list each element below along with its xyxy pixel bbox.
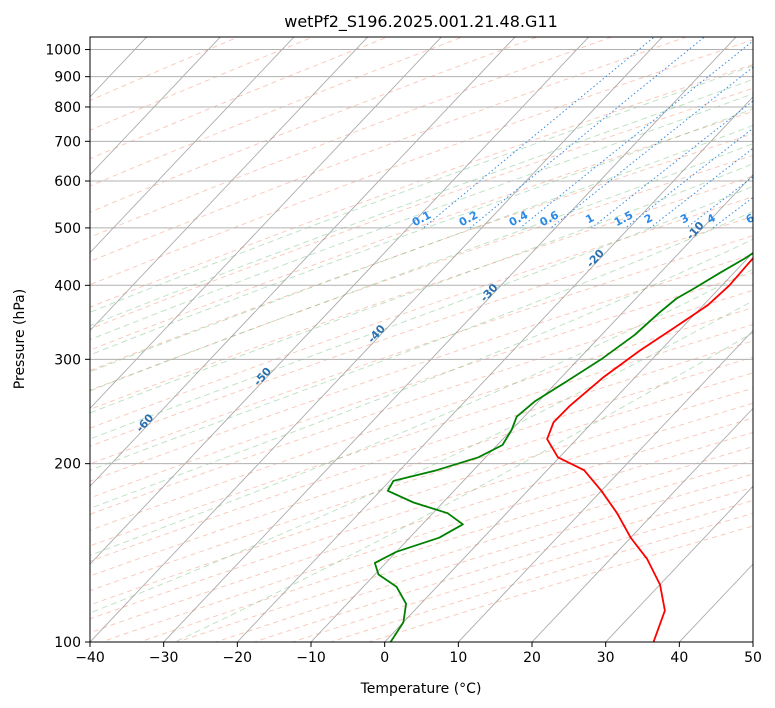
y-tick-label: 700: [54, 134, 81, 150]
mixing-ratio-line: [550, 66, 753, 229]
x-tick-label: −30: [149, 650, 179, 666]
mixing-ratio-line: [591, 100, 753, 229]
y-tick-label: 300: [54, 352, 81, 368]
isotherm-line: [236, 96, 753, 642]
dry-adiabat-line: [328, 512, 753, 642]
dry-adiabat-line: [90, 356, 753, 577]
isotherm-line: [384, 251, 753, 642]
thermo-background-lines: [90, 37, 753, 642]
mixing-ratio-label: 6: [744, 211, 757, 226]
y-tick-label: 800: [54, 100, 81, 116]
profile-series: [373, 251, 753, 642]
x-tick-label: −10: [296, 650, 326, 666]
y-tick-label: 900: [54, 70, 81, 86]
dry-adiabat-line: [90, 387, 753, 606]
isotherm-line: [531, 407, 753, 642]
y-tick-label: 600: [54, 174, 81, 190]
dry-adiabat-line: [90, 272, 753, 499]
dry-adiabat-line: [90, 402, 753, 620]
isotherm-line: [605, 485, 753, 642]
moist-adiabat-line: [90, 185, 753, 440]
dry-adiabat-line: [90, 37, 614, 238]
x-tick-label: 40: [670, 650, 688, 666]
mixing-ratio-line: [685, 176, 753, 229]
dry-adiabat-line: [367, 525, 753, 642]
isotherm-line: [90, 37, 369, 332]
x-axis-label: Temperature (°C): [360, 681, 482, 697]
isotherm-line: [90, 37, 516, 487]
x-axis-ticks: −40 −30 −20 −10 0 10 20 30 40 50: [75, 642, 762, 666]
mixing-ratio-line: [469, 37, 706, 229]
moist-adiabat-line: [90, 65, 753, 313]
dry-adiabat-line: [90, 39, 753, 286]
y-axis-label: Pressure (hPa): [12, 289, 28, 389]
dry-adiabat-line: [90, 340, 753, 562]
mixing-ratio-line: [422, 37, 655, 229]
moist-adiabat-line: [173, 332, 753, 642]
x-tick-label: 50: [744, 650, 762, 666]
isotherm-line: [90, 37, 442, 410]
dry-adiabat-line: [90, 307, 753, 531]
y-tick-label: 400: [54, 278, 81, 294]
isotherm-line: [90, 37, 221, 176]
dry-adiabat-line: [90, 175, 753, 410]
isotherm-line: [310, 174, 753, 642]
dewpoint-profile-line: [373, 251, 753, 642]
x-tick-label: 10: [449, 650, 467, 666]
y-tick-label: 1000: [45, 43, 81, 59]
plot-frame: [89, 36, 754, 643]
dry-adiabat-line: [90, 63, 753, 308]
x-tick-label: −20: [223, 650, 253, 666]
dry-adiabat-line: [90, 87, 753, 330]
x-tick-label: 0: [380, 650, 389, 666]
y-tick-label: 100: [54, 635, 81, 651]
moist-adiabat-line: [90, 211, 753, 471]
dry-adiabat-line: [90, 235, 753, 465]
dry-adiabat-line: [100, 431, 753, 642]
moist-adiabat-line: [90, 300, 753, 614]
isotherm-line: [163, 37, 737, 642]
dry-adiabat-line: [90, 133, 753, 371]
chart-title: wetPf2_S196.2025.001.21.48.G11: [284, 12, 558, 32]
temperature-profile-line: [546, 256, 753, 642]
isotherm-line: [90, 37, 663, 642]
x-tick-label: 20: [523, 650, 541, 666]
moist-adiabat-line: [90, 78, 753, 327]
x-tick-label: −40: [75, 650, 105, 666]
moist-adiabat-line: [90, 163, 753, 414]
dry-adiabat-line: [90, 215, 753, 447]
mixing-ratio-line: [624, 127, 753, 229]
dry-adiabat-line: [214, 473, 753, 642]
y-axis-ticks: 100 200 300 400 500 600 700 800 900 1000: [45, 43, 90, 651]
dry-adiabat-line: [138, 446, 753, 642]
y-tick-label: 200: [54, 457, 81, 473]
isotherm-line: [90, 37, 590, 565]
y-tick-label: 500: [54, 221, 81, 237]
isotherm-line: [457, 329, 753, 642]
dry-adiabat-line: [90, 37, 688, 262]
isotherm-line: [90, 37, 295, 254]
x-tick-label: 30: [597, 650, 615, 666]
